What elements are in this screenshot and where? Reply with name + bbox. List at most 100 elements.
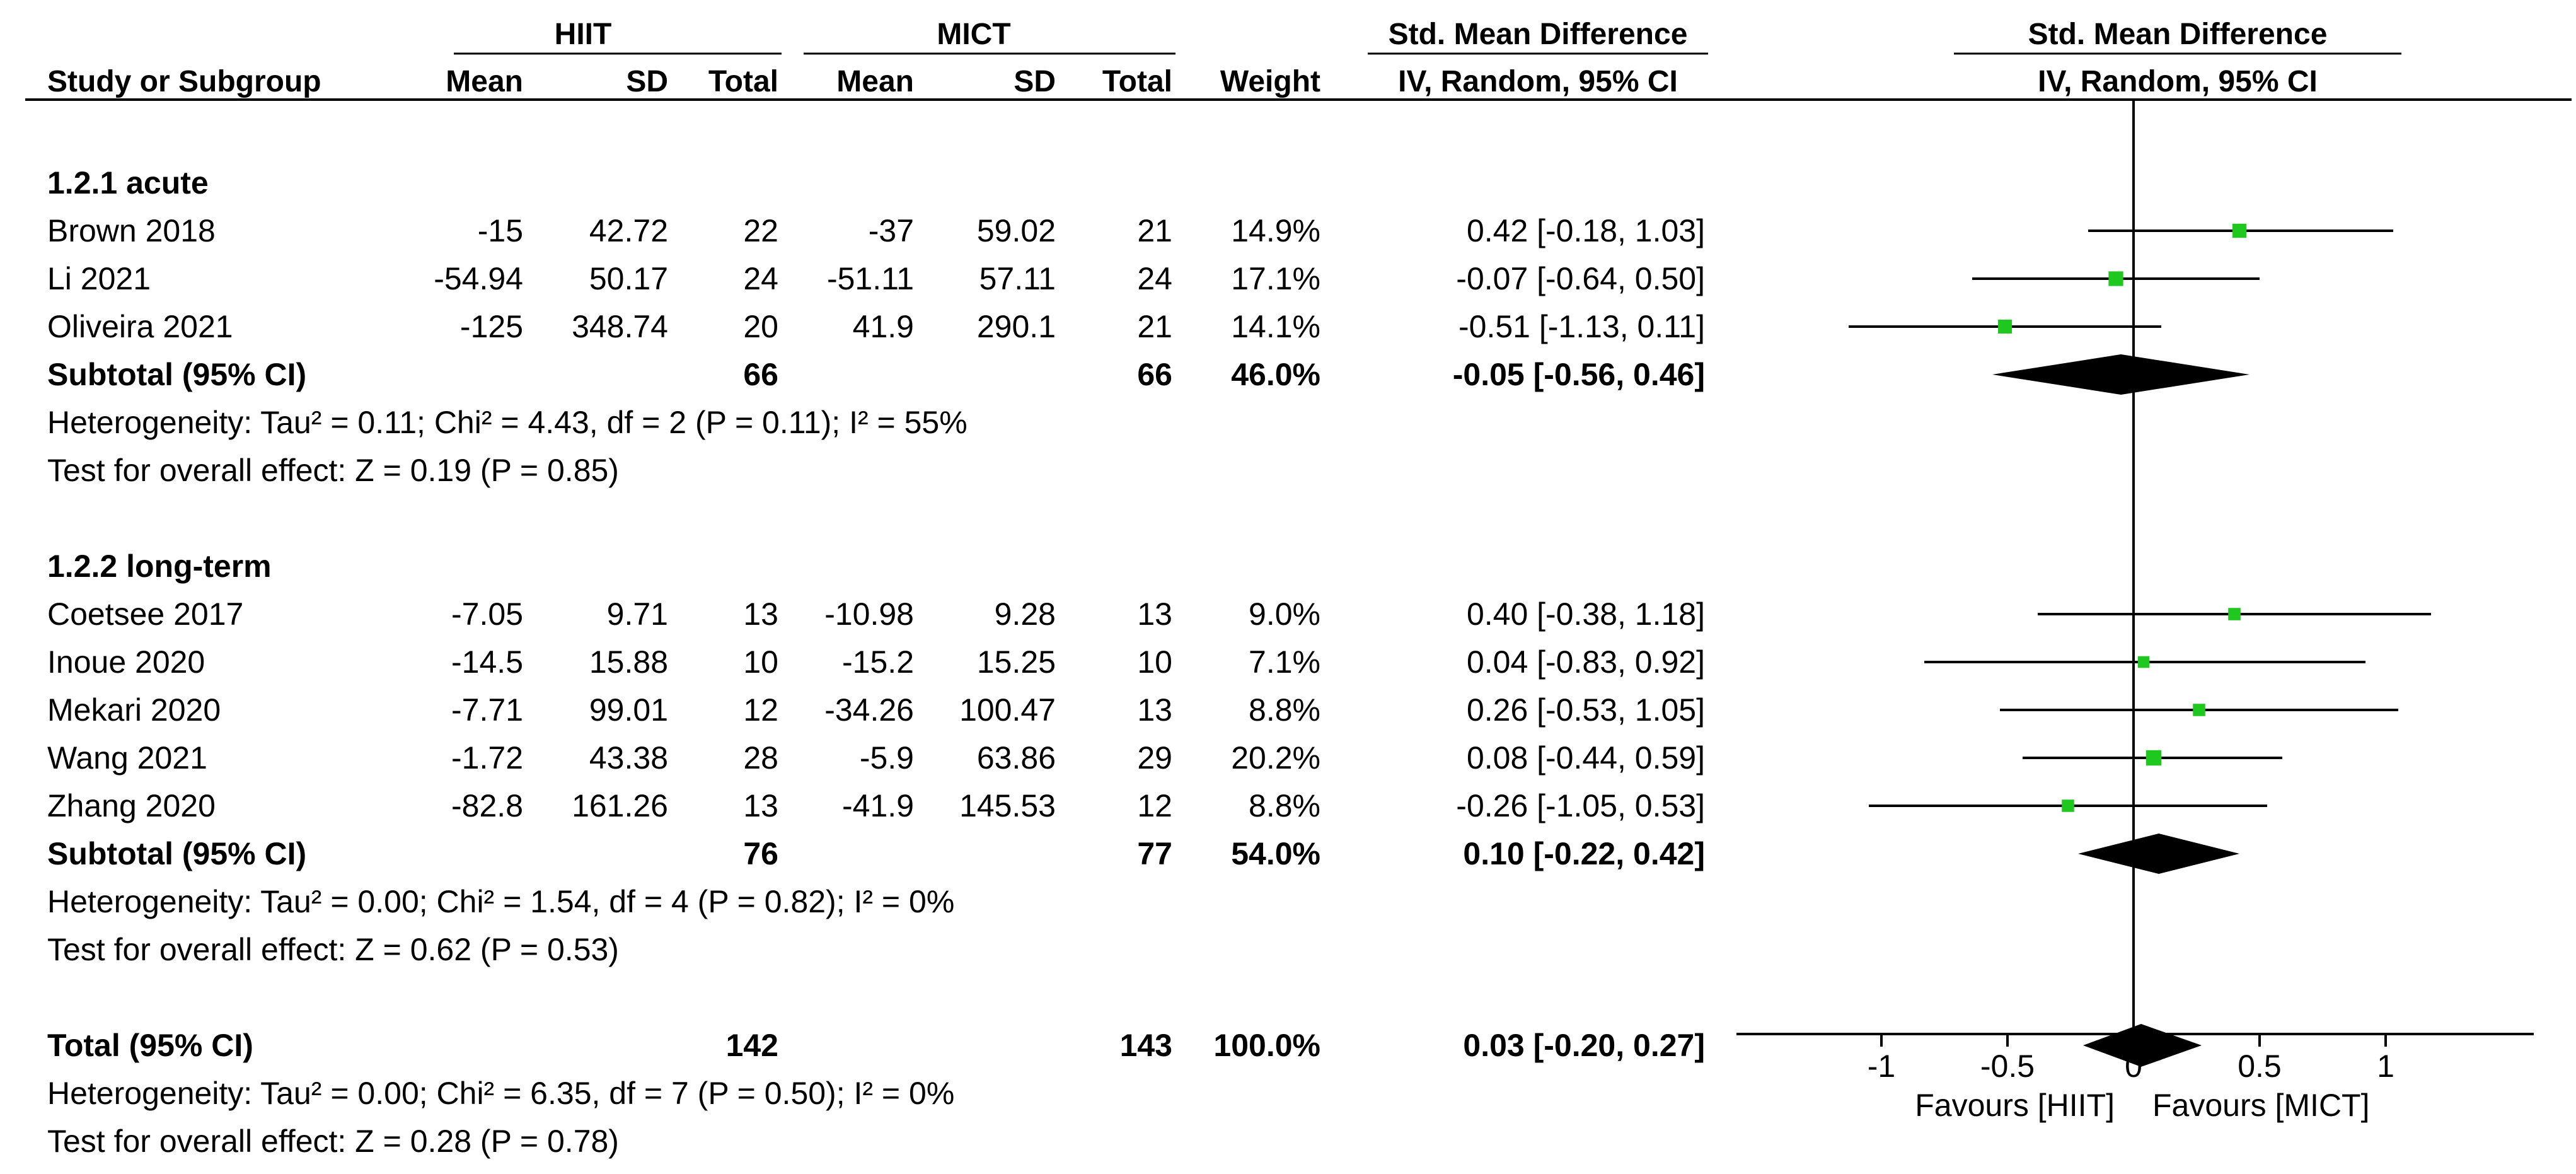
footnote: Heterogeneity: Tau² = 0.00; Chi² = 1.54,…	[47, 884, 954, 919]
hiit-mean: -82.8	[451, 788, 523, 823]
subtotal-effect-ci: -0.05 [-0.56, 0.46]	[1453, 357, 1705, 392]
mict-mean: -34.26	[824, 692, 914, 728]
mict-mean: -51.11	[827, 261, 914, 296]
x-tick-label: -0.5	[1980, 1049, 2035, 1084]
mict-sd: 290.1	[977, 309, 1056, 344]
footnote: Heterogeneity: Tau² = 0.00; Chi² = 6.35,…	[47, 1076, 954, 1111]
hiit-total: 22	[743, 213, 778, 248]
mict-mean: 41.9	[853, 309, 914, 344]
study-weight: 9.0%	[1249, 596, 1320, 632]
study-name: Coetsee 2017	[47, 596, 243, 632]
study-weight: 14.1%	[1231, 309, 1320, 344]
total-diamond	[2083, 1024, 2202, 1067]
table-rows: 1.2.1 acute Brown 2018 -15 42.72 22 -37 59.02 2…	[47, 165, 1705, 1174]
study-effect-ci: 0.04 [-0.83, 0.92]	[1467, 644, 1705, 680]
mict-sd: 145.53	[959, 788, 1056, 823]
header-study-col: Study or Subgroup	[47, 65, 321, 98]
subtotal-hiit-total: 66	[743, 357, 778, 392]
hiit-mean: -7.71	[451, 692, 523, 728]
header-total-1: Total	[708, 65, 778, 98]
study-effect-ci: -0.26 [-1.05, 0.53]	[1456, 788, 1705, 823]
header-mean-1: Mean	[446, 65, 523, 98]
mict-total: 12	[1137, 788, 1172, 823]
hiit-mean: -7.05	[451, 596, 523, 632]
study-name: Brown 2018	[47, 213, 216, 248]
study-name: Oliveira 2021	[47, 309, 233, 344]
subgroup-heading: 1.2.1 acute	[47, 165, 209, 201]
favours-right-label: Favours [MICT]	[2152, 1088, 2369, 1123]
subgroup-heading: 1.2.2 long-term	[47, 549, 272, 584]
mict-total: 21	[1137, 309, 1172, 344]
study-effect-ci: 0.26 [-0.53, 1.05]	[1467, 692, 1705, 728]
subtotal-effect-ci: 0.10 [-0.22, 0.42]	[1463, 836, 1705, 871]
hiit-sd: 9.71	[607, 596, 668, 632]
mict-sd: 100.47	[959, 692, 1056, 728]
hiit-total: 28	[743, 740, 778, 776]
hiit-total: 13	[743, 788, 778, 823]
header-group1: HIIT	[555, 18, 612, 51]
hiit-sd: 161.26	[572, 788, 668, 823]
study-effect-ci: -0.51 [-1.13, 0.11]	[1458, 309, 1705, 344]
mict-sd: 57.11	[979, 261, 1056, 296]
mict-mean: -15.2	[842, 644, 914, 680]
x-tick-label: 0	[2125, 1049, 2142, 1084]
subtotal-diamond	[2078, 834, 2239, 874]
mict-mean: -37	[869, 213, 914, 248]
hiit-mean: -54.94	[434, 261, 523, 296]
subtotal-mict-total: 77	[1137, 836, 1172, 871]
subtotal-label: Subtotal (95% CI)	[47, 836, 306, 871]
mict-total: 21	[1137, 213, 1172, 248]
total-mict-total: 143	[1120, 1028, 1172, 1063]
study-marker	[1997, 319, 2013, 334]
hiit-mean: -125	[460, 309, 523, 344]
subtotal-mict-total: 66	[1137, 357, 1172, 392]
header-group2: MICT	[937, 18, 1010, 51]
x-tick-label: 0.5	[2238, 1049, 2282, 1084]
header-effect-title: Std. Mean Difference	[1389, 18, 1688, 51]
hiit-sd: 42.72	[589, 213, 668, 248]
header-weight: Weight	[1220, 65, 1320, 98]
header-sd-1: SD	[626, 65, 668, 98]
subtotal-diamond	[1992, 354, 2250, 395]
hiit-total: 20	[743, 309, 778, 344]
subtotal-label: Subtotal (95% CI)	[47, 357, 306, 392]
total-hiit-total: 142	[726, 1028, 778, 1063]
mict-total: 10	[1137, 644, 1172, 680]
footnote: Test for overall effect: Z = 0.19 (P = 0…	[47, 453, 619, 488]
mict-mean: -41.9	[842, 788, 914, 823]
study-name: Li 2021	[47, 261, 151, 296]
mict-sd: 59.02	[977, 213, 1056, 248]
study-weight: 7.1%	[1249, 644, 1320, 680]
total-effect-ci: 0.03 [-0.20, 0.27]	[1463, 1028, 1705, 1063]
mict-total: 13	[1137, 596, 1172, 632]
hiit-sd: 348.74	[572, 309, 668, 344]
study-effect-ci: -0.07 [-0.64, 0.50]	[1456, 261, 1705, 296]
hiit-mean: -14.5	[451, 644, 523, 680]
header-mean-2: Mean	[836, 65, 914, 98]
study-name: Inoue 2020	[47, 644, 205, 680]
footnote: Heterogeneity: Tau² = 0.11; Chi² = 4.43,…	[47, 405, 967, 440]
subtotal-hiit-total: 76	[743, 836, 778, 871]
study-name: Zhang 2020	[47, 788, 216, 823]
hiit-total: 12	[743, 692, 778, 728]
study-weight: 20.2%	[1231, 740, 1320, 776]
total-label: Total (95% CI)	[47, 1028, 253, 1063]
hiit-total: 24	[743, 261, 778, 296]
header-plot-method: IV, Random, 95% CI	[2038, 65, 2318, 98]
study-marker	[2137, 656, 2150, 668]
x-tick-label: 1	[2377, 1049, 2394, 1084]
footnote: Test for overall effect: Z = 0.28 (P = 0…	[47, 1124, 619, 1159]
mict-mean: -10.98	[824, 596, 914, 632]
hiit-total: 13	[743, 596, 778, 632]
header-total-2: Total	[1102, 65, 1172, 98]
hiit-sd: 50.17	[589, 261, 668, 296]
study-weight: 14.9%	[1231, 213, 1320, 248]
hiit-sd: 43.38	[589, 740, 668, 776]
study-marker	[2146, 750, 2162, 766]
study-marker	[2108, 271, 2123, 286]
x-tick-label: -1	[1868, 1049, 1895, 1084]
hiit-sd: 15.88	[589, 644, 668, 680]
study-name: Mekari 2020	[47, 692, 221, 728]
mict-total: 13	[1137, 692, 1172, 728]
